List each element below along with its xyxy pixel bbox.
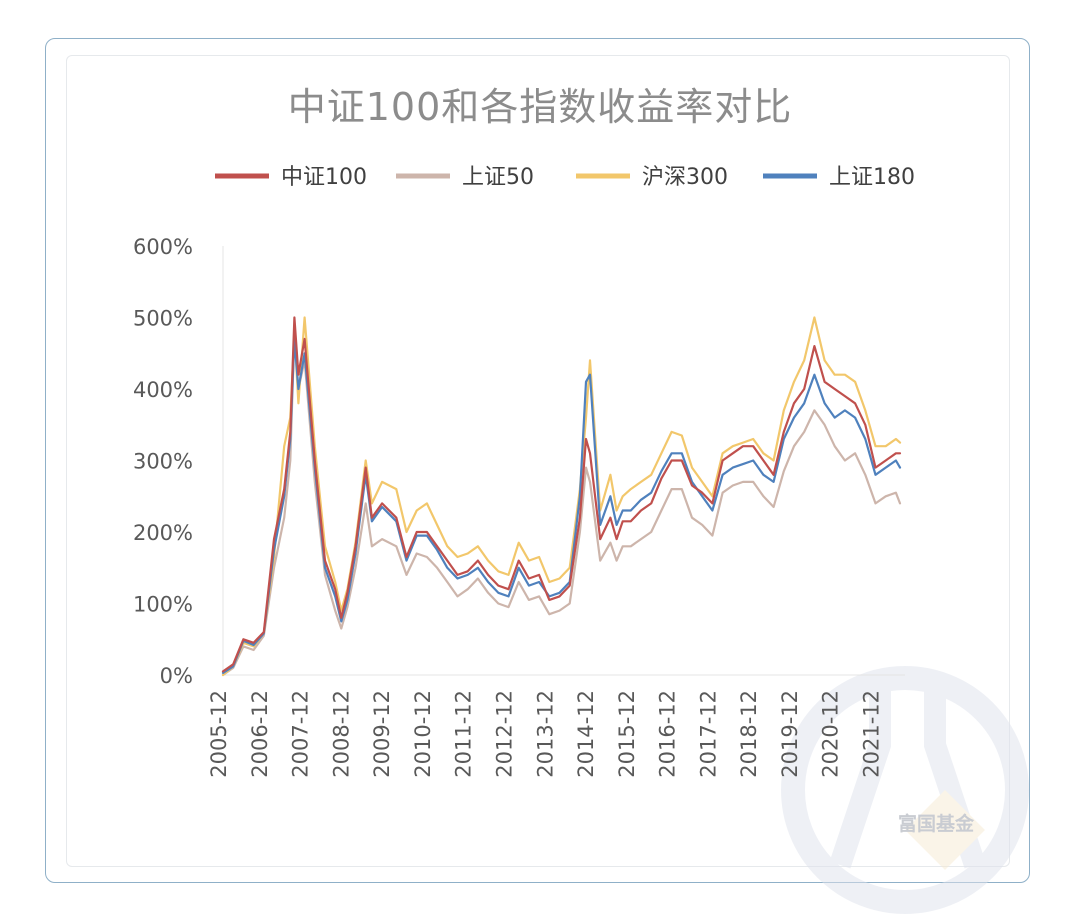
x-tick-label: 2010-12 bbox=[411, 690, 435, 778]
x-tick-label: 2015-12 bbox=[615, 690, 639, 778]
x-tick-label: 2016-12 bbox=[656, 690, 680, 778]
y-tick-label: 600% bbox=[133, 235, 193, 259]
legend-label: 中证100 bbox=[281, 165, 367, 190]
x-tick-label: 2021-12 bbox=[860, 690, 884, 778]
chart-title: 中证100和各指数收益率对比 bbox=[287, 85, 793, 129]
x-tick-label: 2014-12 bbox=[574, 690, 598, 778]
series-line-3 bbox=[221, 316, 902, 677]
legend: 中证100 上证50 沪深300 上证180 bbox=[215, 165, 915, 190]
outer-frame bbox=[45, 38, 1030, 883]
series-line-1 bbox=[221, 316, 902, 673]
series-lines bbox=[221, 316, 902, 677]
x-tick-label: 2011-12 bbox=[452, 690, 476, 778]
watermark-text: 富国基金 bbox=[898, 812, 975, 835]
x-tick-label: 2018-12 bbox=[737, 690, 761, 778]
y-tick-label: 0% bbox=[160, 664, 193, 688]
legend-label: 沪深300 bbox=[642, 165, 728, 190]
x-tick-label: 2012-12 bbox=[492, 690, 516, 778]
legend-item: 沪深300 bbox=[576, 165, 728, 190]
x-tick-label: 2008-12 bbox=[329, 690, 353, 778]
watermark: 富国基金 bbox=[781, 666, 1029, 914]
fuguo-logo-icon bbox=[781, 666, 1029, 914]
y-axis-ticks: 0% 100% 200% 300% 400% 500% 600% bbox=[133, 235, 193, 688]
legend-label: 上证180 bbox=[829, 165, 915, 190]
y-tick-label: 500% bbox=[133, 307, 193, 331]
y-tick-label: 100% bbox=[133, 593, 193, 617]
chart-panel bbox=[66, 55, 1010, 867]
y-tick-label: 200% bbox=[133, 521, 193, 545]
x-tick-label: 2007-12 bbox=[289, 690, 313, 778]
x-tick-label: 2013-12 bbox=[533, 690, 557, 778]
y-tick-label: 300% bbox=[133, 450, 193, 474]
x-tick-label: 2019-12 bbox=[778, 690, 802, 778]
x-tick-label: 2020-12 bbox=[819, 690, 843, 778]
x-tick-label: 2017-12 bbox=[696, 690, 720, 778]
series-line-2 bbox=[221, 330, 902, 677]
legend-item: 上证180 bbox=[763, 165, 915, 190]
x-tick-label: 2009-12 bbox=[370, 690, 394, 778]
x-tick-label: 2005-12 bbox=[207, 690, 231, 778]
x-tick-label: 2006-12 bbox=[248, 690, 272, 778]
legend-item: 中证100 bbox=[215, 165, 367, 190]
legend-label: 上证50 bbox=[462, 165, 534, 190]
series-line-4 bbox=[221, 337, 902, 675]
legend-item: 上证50 bbox=[396, 165, 534, 190]
y-tick-label: 400% bbox=[133, 378, 193, 402]
x-axis-ticks: 2005-12 2006-12 2007-12 2008-12 2009-12 2010-… bbox=[207, 690, 884, 778]
axes bbox=[222, 246, 905, 676]
